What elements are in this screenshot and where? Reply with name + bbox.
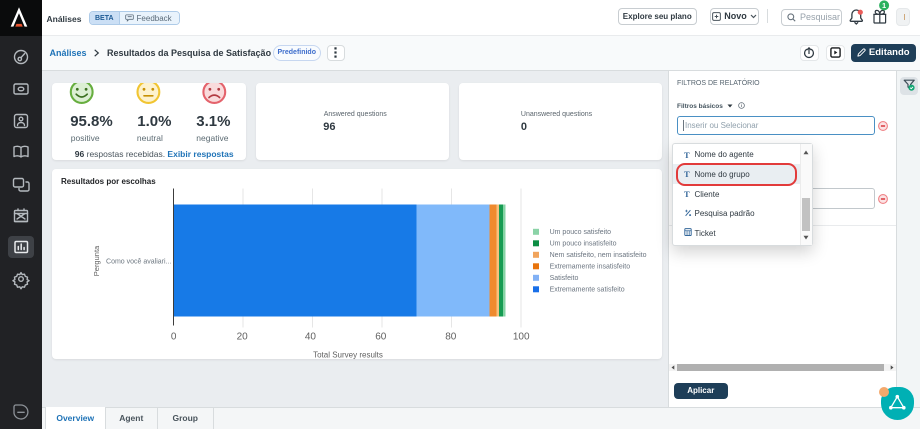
- svg-text:Satisfeito: Satisfeito: [550, 275, 579, 282]
- svg-text:60: 60: [375, 331, 387, 342]
- svg-text:1: 1: [882, 1, 886, 10]
- svg-text:Resultados por escolhas: Resultados por escolhas: [61, 177, 156, 186]
- svg-text:100: 100: [513, 331, 530, 342]
- svg-text:0: 0: [171, 331, 177, 342]
- svg-text:Um pouco insatisfeito: Um pouco insatisfeito: [550, 240, 617, 247]
- svg-text:Como você avaliari...: Como você avaliari...: [106, 258, 171, 265]
- svg-text:20: 20: [237, 331, 249, 342]
- svg-text:40: 40: [305, 331, 317, 342]
- svg-text:Extremamente insatisfeito: Extremamente insatisfeito: [550, 263, 631, 270]
- svg-text:80: 80: [445, 331, 457, 342]
- svg-text:Um pouco satisfeito: Um pouco satisfeito: [550, 229, 612, 236]
- svg-text:Pergunta: Pergunta: [92, 244, 101, 275]
- svg-text:Extremamente satisfeito: Extremamente satisfeito: [550, 286, 625, 293]
- svg-text:Total Survey results: Total Survey results: [313, 350, 383, 359]
- svg-text:Nem satisfeito, nem insatisfei: Nem satisfeito, nem insatisfeito: [550, 252, 647, 259]
